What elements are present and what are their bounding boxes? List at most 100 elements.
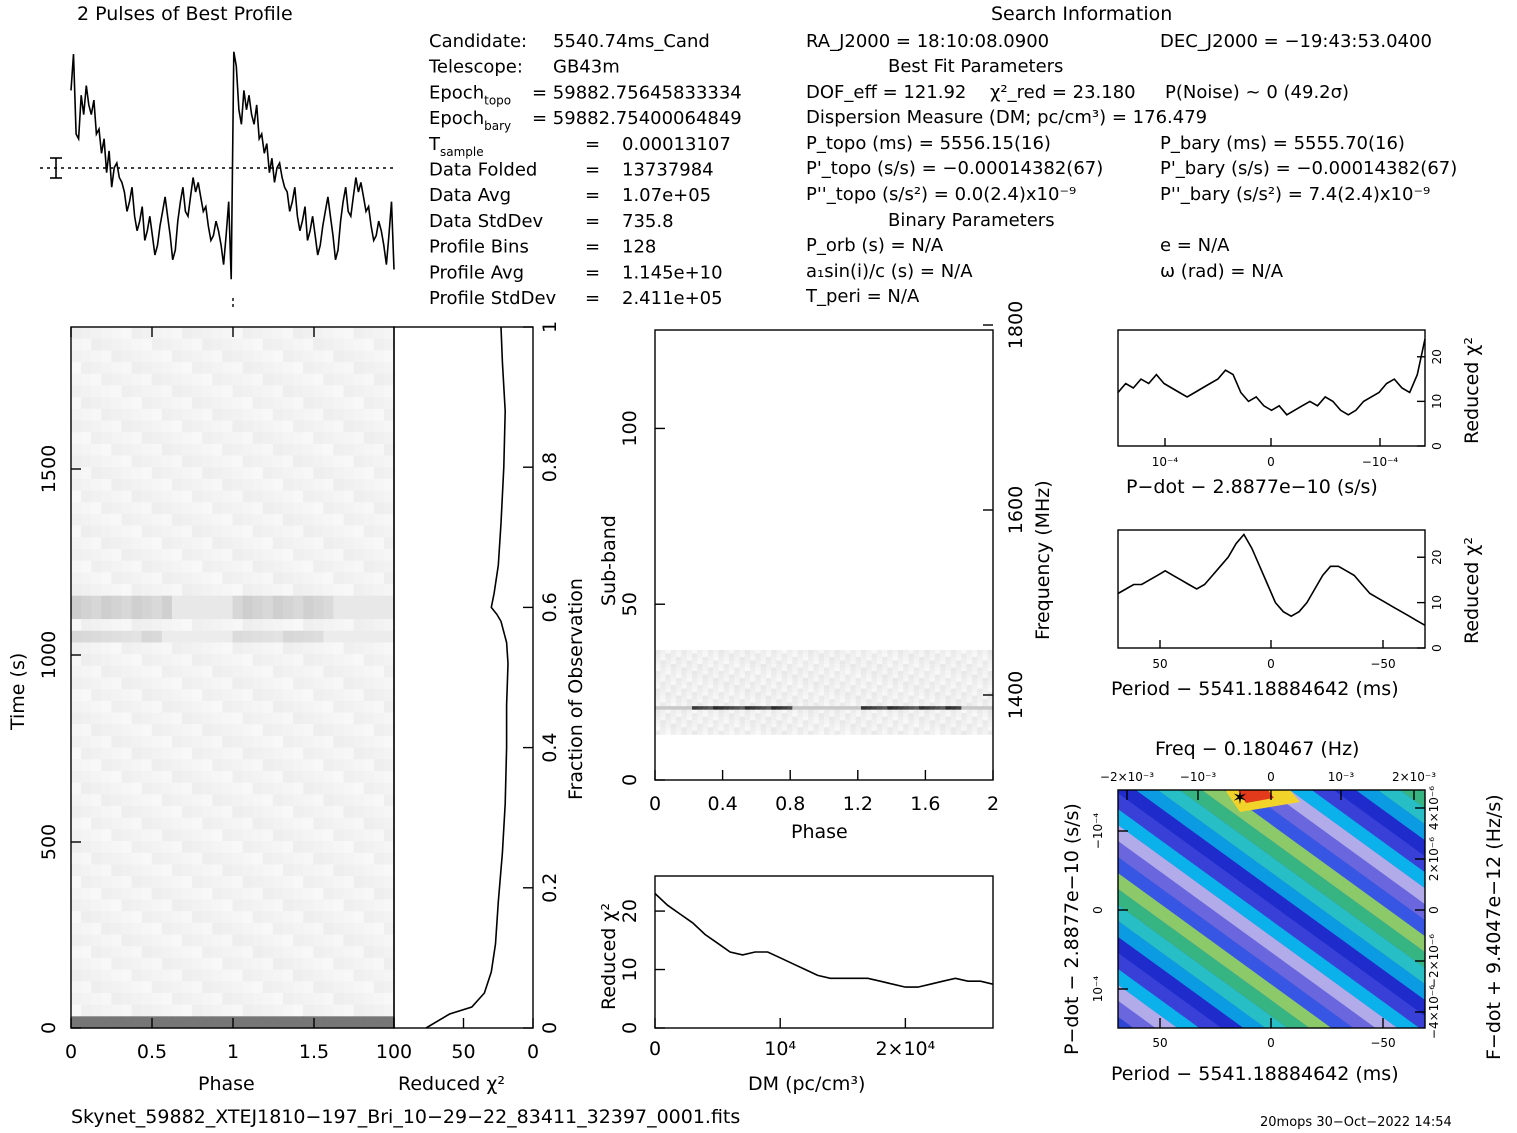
time-phase-cell [242,338,254,351]
subband-cell [718,713,725,718]
time-phase-cell [343,700,355,714]
time-phase-cell [363,420,375,433]
subband-cell [834,660,841,665]
subband-cell [750,692,756,697]
subband-cell [913,695,920,700]
time-phase-cell [151,724,163,737]
time-phase-cell [252,759,264,772]
time-phase-cell [232,665,244,679]
time-phase-cell [282,619,294,632]
time-phase-cell [131,887,143,901]
time-phase-cell [182,490,193,503]
subband-cell [945,702,952,707]
time-phase-cell [222,922,234,936]
time-phase-cell [293,922,304,936]
subband-cell [929,709,936,714]
subband-cell [802,713,809,718]
time-phase-cell [91,806,102,819]
subband-cell [839,692,846,697]
time-phase-cell [91,922,102,936]
time-phase-cell [363,899,375,912]
time-phase-cell [373,537,385,550]
subband-cell [887,671,894,676]
subband-cell [771,713,777,718]
pdot-ytick-label: 0 [1430,442,1444,450]
map-stripe [1377,790,1425,825]
subband-cell [913,688,920,693]
time-phase-cell [81,572,92,585]
subband-cell [676,656,682,661]
time-phase-cell [282,362,294,375]
time-phase-cell [282,537,294,550]
time-phase-cell [262,572,274,585]
subband-cell [977,660,983,665]
subband-cell [845,685,851,690]
subband-cell [834,656,841,661]
subband-cell [681,716,688,721]
subband-cell [697,720,704,725]
subband-cell [887,667,894,672]
time-phase-cell [71,467,82,480]
time-phase-cell [272,876,284,889]
subband-cell [940,713,946,718]
time-phase-cell [303,607,314,620]
time-phase-cell [202,513,213,527]
time-phase-cell [293,794,304,807]
time-phase-cell [121,829,133,842]
time-phase-cell [192,513,203,527]
time-phase-cell [262,385,274,398]
subband-cell [824,709,830,714]
binary-title: Binary Parameters [888,210,1055,231]
time-phase-cell [222,747,234,760]
time-phase-cell [333,817,345,830]
subband-cell [966,720,973,725]
time-phase-cell [272,969,284,982]
subband-cell [771,702,777,707]
subband-cell [913,720,920,725]
time-phase-cell [252,502,264,515]
time-phase-cell [131,981,143,994]
time-phase-cell [182,584,193,597]
time-phase-cell [171,1004,183,1017]
subband-cell [787,649,793,654]
time-phase-cell [353,642,365,655]
subband-xtick-label: 1.2 [843,793,873,815]
time-phase-cell [101,770,112,784]
time-phase-cell [252,665,264,679]
subband-cell [818,660,825,665]
subband-cell [665,723,672,728]
subband-cell [908,674,915,679]
time-phase-cell [192,1004,203,1017]
time-phase-cell [151,548,163,562]
time-phase-cell [212,467,223,480]
time-phase-cell [303,829,314,842]
subband-cell [655,678,661,683]
time-phase-cell [81,443,92,457]
time-phase-cell [303,478,314,492]
time-phase-cell [161,1016,173,1029]
time-phase-cell [353,899,365,912]
time-phase-cell [212,560,223,573]
subband-cell [713,727,719,732]
period-xtick-label: 50 [1152,657,1167,671]
time-phase-cell [242,619,254,632]
subband-cell [839,699,846,704]
time-phase-cell [141,759,153,772]
time-phase-cell [161,560,173,573]
info-label: Data StdDev [429,211,544,232]
time-phase-cell [212,899,223,912]
time-phase-cell [282,443,294,457]
time-phase-cell [353,385,365,398]
subband-y2tick-label: 1800 [1005,301,1027,349]
time-phase-cell [343,362,355,375]
time-phase-cell [202,1004,213,1017]
time-phase-cell [333,432,345,445]
time-phase-cell [343,467,355,480]
time-phase-cell [232,887,244,901]
subband-cell [929,720,936,725]
subband-cell [781,716,788,721]
time-phase-cell [182,969,193,982]
time-phase-cell [222,525,234,538]
subband-cell [924,727,931,732]
